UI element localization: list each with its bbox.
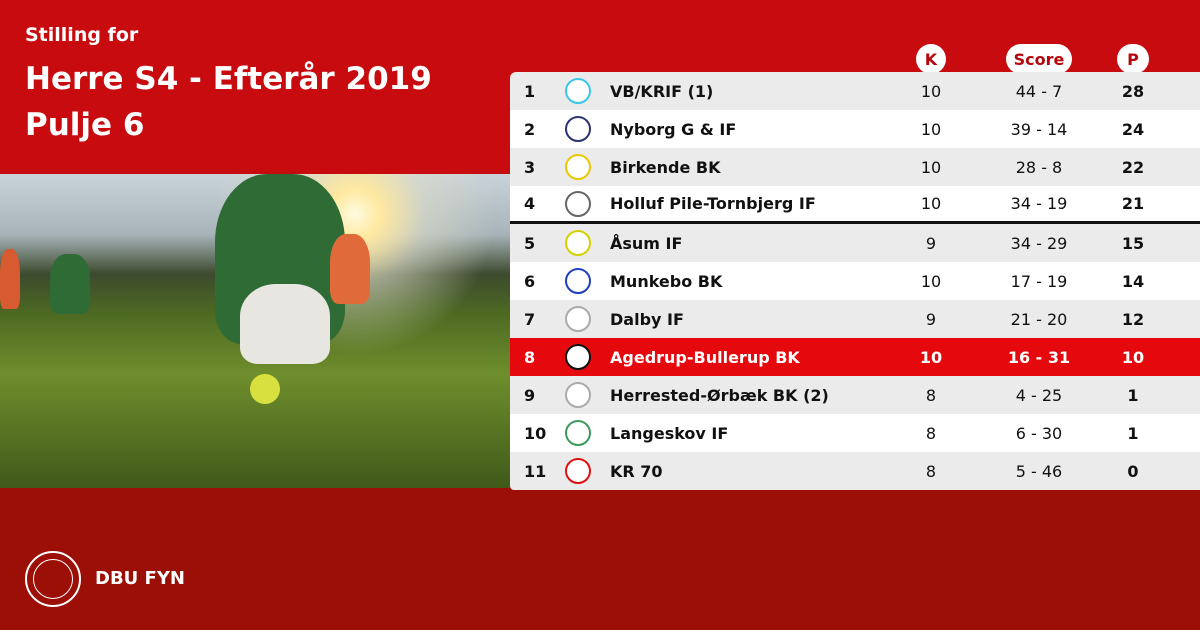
team-name: Holluf Pile-Tornbjerg IF — [610, 194, 816, 213]
points: 1 — [1127, 423, 1139, 443]
score: 34 - 19 — [1010, 194, 1068, 213]
rank: 5 — [524, 233, 536, 253]
table-row[interactable]: 8 Agedrup-Bullerup BK 10 16 - 31 10 — [510, 338, 1200, 376]
rank: 6 — [524, 271, 536, 291]
football-photo — [0, 174, 510, 488]
dbu-logo — [25, 551, 81, 607]
team-name: Agedrup-Bullerup BK — [610, 347, 800, 367]
table-row[interactable]: 2 Nyborg G & IF 10 39 - 14 24 — [510, 110, 1200, 148]
team-logo-icon — [565, 458, 591, 484]
table-row[interactable]: 6 Munkebo BK 10 17 - 19 14 — [510, 262, 1200, 300]
rank: 9 — [524, 385, 536, 405]
points: 15 — [1121, 233, 1145, 253]
column-header-p: P — [1117, 44, 1149, 74]
table-row[interactable]: 7 Dalby IF 9 21 - 20 12 — [510, 300, 1200, 338]
rank: 11 — [524, 461, 547, 481]
score: 6 - 30 — [1015, 423, 1063, 443]
matches-played: 8 — [925, 385, 937, 405]
team-logo-icon — [565, 154, 591, 180]
rank: 8 — [524, 347, 536, 367]
table-row[interactable]: 3 Birkende BK 10 28 - 8 22 — [510, 148, 1200, 186]
matches-played: 10 — [920, 81, 942, 101]
matches-played: 10 — [920, 271, 942, 291]
team-logo-icon — [565, 420, 591, 446]
score: 16 - 31 — [1007, 347, 1071, 367]
team-name: Nyborg G & IF — [610, 119, 737, 139]
matches-played: 10 — [920, 194, 942, 213]
team-name: Åsum IF — [610, 233, 683, 253]
score: 17 - 19 — [1010, 271, 1068, 291]
team-name: Munkebo BK — [610, 271, 723, 291]
matches-played: 10 — [920, 157, 942, 177]
table-row[interactable]: 4 Holluf Pile-Tornbjerg IF 10 34 - 19 21 — [510, 186, 1200, 224]
team-logo-icon — [565, 78, 591, 104]
score: 44 - 7 — [1015, 81, 1063, 101]
title-line-1: Herre S4 - Efterår 2019 — [25, 61, 432, 97]
team-logo-icon — [565, 306, 591, 332]
points: 24 — [1121, 119, 1145, 139]
team-name: KR 70 — [610, 461, 663, 481]
table-row[interactable]: 9 Herrested-Ørbæk BK (2) 8 4 - 25 1 — [510, 376, 1200, 414]
rank: 3 — [524, 157, 536, 177]
points: 22 — [1121, 157, 1145, 177]
column-header-score: Score — [1006, 44, 1072, 74]
points: 12 — [1121, 309, 1145, 329]
matches-played: 8 — [925, 461, 937, 481]
rank: 1 — [524, 81, 536, 101]
points: 28 — [1121, 81, 1145, 101]
matches-played: 9 — [925, 233, 937, 253]
rank: 4 — [524, 194, 536, 213]
score: 34 - 29 — [1010, 233, 1068, 253]
page-title: Herre S4 - Efterår 2019 Pulje 6 — [25, 56, 432, 148]
score: 39 - 14 — [1010, 119, 1068, 139]
team-name: Dalby IF — [610, 309, 684, 329]
table-row[interactable]: 10 Langeskov IF 8 6 - 30 1 — [510, 414, 1200, 452]
rank: 2 — [524, 119, 536, 139]
team-logo-icon — [565, 268, 591, 294]
rank: 7 — [524, 309, 536, 329]
table-row[interactable]: 5 Åsum IF 9 34 - 29 15 — [510, 224, 1200, 262]
team-logo-icon — [565, 344, 591, 370]
points: 14 — [1121, 271, 1145, 291]
matches-played: 8 — [925, 423, 937, 443]
matches-played: 9 — [925, 309, 937, 329]
points: 0 — [1127, 461, 1139, 481]
score: 4 - 25 — [1015, 385, 1063, 405]
points: 21 — [1121, 194, 1145, 213]
score: 21 - 20 — [1010, 309, 1068, 329]
title-line-2: Pulje 6 — [25, 107, 145, 143]
team-logo-icon — [565, 116, 591, 142]
team-name: Birkende BK — [610, 157, 721, 177]
team-logo-icon — [565, 190, 591, 217]
score: 5 - 46 — [1015, 461, 1063, 481]
team-logo-icon — [565, 230, 591, 256]
team-name: Langeskov IF — [610, 423, 729, 443]
points: 1 — [1127, 385, 1139, 405]
matches-played: 10 — [919, 347, 943, 367]
brand-name: DBU FYN — [95, 568, 185, 589]
table-row[interactable]: 11 KR 70 8 5 - 46 0 — [510, 452, 1200, 490]
rank: 10 — [524, 423, 547, 443]
score: 28 - 8 — [1015, 157, 1063, 177]
matches-played: 10 — [920, 119, 942, 139]
team-logo-icon — [565, 382, 591, 408]
team-name: VB/KRIF (1) — [610, 81, 714, 101]
table-row[interactable]: 1 VB/KRIF (1) 10 44 - 7 28 — [510, 72, 1200, 110]
points: 10 — [1121, 347, 1145, 367]
column-header-k: K — [916, 44, 946, 74]
team-name: Herrested-Ørbæk BK (2) — [610, 385, 829, 405]
subtitle: Stilling for — [25, 24, 139, 46]
standings-table: 1 VB/KRIF (1) 10 44 - 7 28 2 Nyborg G & I… — [510, 72, 1200, 490]
